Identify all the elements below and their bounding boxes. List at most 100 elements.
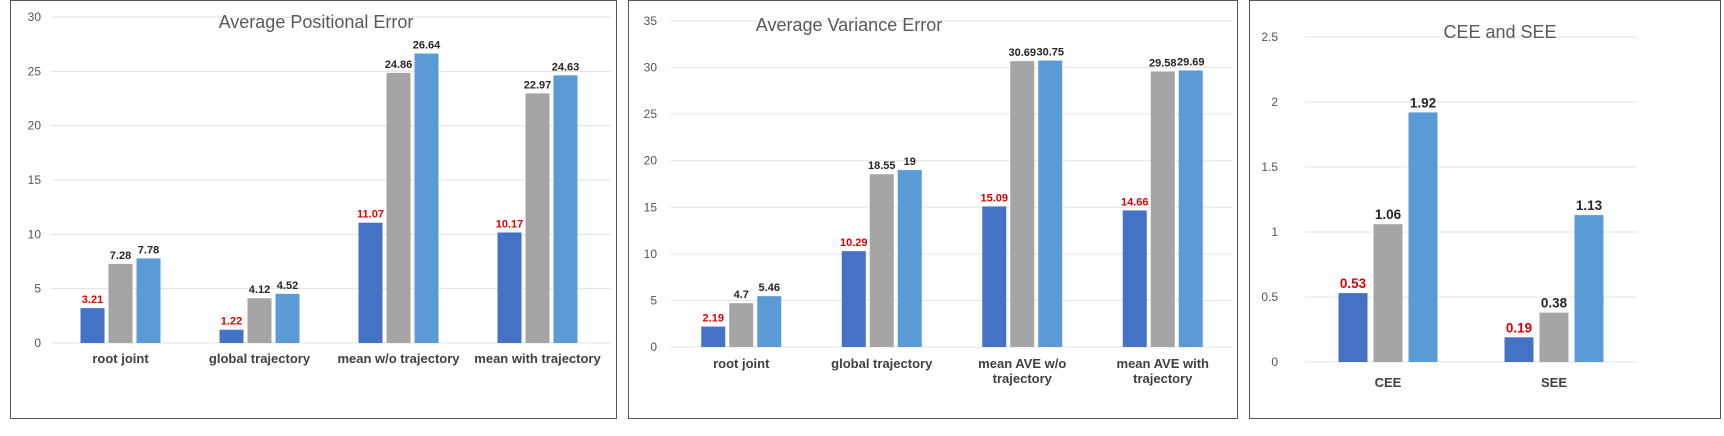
data-label: 4.7 — [734, 289, 749, 301]
y-tick-label: 0 — [1271, 355, 1278, 369]
bar-2 — [1539, 312, 1569, 362]
bar-1 — [497, 232, 522, 343]
data-label: 22.97 — [524, 79, 552, 91]
chart-panel-positional-error: 0 5 10 15 20 25 30 Average Positional Error 3.21… — [10, 0, 617, 419]
data-label: 11.07 — [357, 209, 384, 221]
data-label: 4.52 — [277, 280, 298, 292]
chart-title: Average Positional Error — [219, 12, 414, 32]
y-tick-label: 25 — [28, 64, 42, 78]
data-label: 24.63 — [552, 61, 580, 73]
data-label: 10.29 — [840, 237, 868, 249]
bar-1 — [841, 251, 866, 347]
category-label: mean w/o trajectory — [337, 351, 460, 366]
bar-2 — [386, 72, 411, 343]
category-label: trajectory — [1133, 371, 1193, 386]
bar-3 — [1574, 215, 1604, 362]
category-label: CEE — [1375, 375, 1402, 390]
data-label: 7.78 — [138, 244, 159, 256]
y-tick-label: 30 — [644, 61, 658, 75]
category-label: mean with trajectory — [474, 351, 601, 366]
data-label: 19 — [904, 156, 916, 168]
category-label: global trajectory — [831, 356, 933, 371]
data-label: 1.13 — [1576, 198, 1603, 213]
chart-svg: 0 5 10 15 20 25 30 35 Average Variance Error 2.19… — [644, 14, 1232, 386]
bar-3 — [757, 296, 782, 347]
y-tick-label: 35 — [644, 14, 658, 28]
bar-2 — [247, 298, 272, 343]
bar-2 — [1373, 224, 1403, 362]
bar-2 — [1010, 61, 1035, 348]
chart-panel-variance-error: 0 5 10 15 20 25 30 35 Average Variance Error 2.19… — [628, 0, 1238, 419]
bar-1 — [358, 222, 383, 343]
data-label: 5.46 — [759, 282, 780, 294]
chart-title: Average Variance Error — [756, 15, 942, 35]
bar-3 — [553, 75, 578, 343]
bar-3 — [897, 170, 922, 347]
category-label: SEE — [1541, 375, 1567, 390]
category-label: mean AVE w/o — [978, 356, 1066, 371]
data-label: 24.86 — [385, 59, 413, 71]
data-label: 30.75 — [1036, 47, 1064, 59]
y-tick-label: 10 — [644, 247, 658, 261]
y-tick-label: 15 — [644, 200, 658, 214]
chart-title: CEE and SEE — [1443, 22, 1556, 42]
y-tick-label: 0 — [34, 336, 41, 350]
bar-2 — [1150, 71, 1175, 347]
chart-panel-cee-see: 0 0.5 1 1.5 2 2.5 CEE and SEE 0.53 1.06 1.92 CEE 0.… — [1249, 0, 1721, 419]
y-tick-label: 20 — [28, 119, 42, 133]
bar-1 — [219, 329, 244, 343]
data-label: 14.66 — [1121, 196, 1149, 208]
data-label: 15.09 — [980, 192, 1008, 204]
y-tick-label: 20 — [644, 154, 658, 168]
bar-3 — [275, 293, 300, 343]
data-label: 1.92 — [1410, 95, 1436, 110]
bar-3 — [414, 53, 439, 344]
category-label: mean AVE with — [1117, 356, 1210, 371]
y-tick-label: 1.5 — [1261, 160, 1278, 174]
y-tick-label: 1 — [1271, 225, 1278, 239]
category-label: trajectory — [993, 371, 1053, 386]
data-label: 0.38 — [1541, 296, 1568, 311]
bar-3 — [1408, 112, 1438, 363]
bar-3 — [136, 258, 161, 343]
y-tick-label: 5 — [650, 293, 657, 307]
y-tick-label: 10 — [28, 227, 42, 241]
data-label: 7.28 — [110, 250, 131, 262]
bar-1 — [982, 206, 1007, 347]
data-label: 1.22 — [221, 316, 242, 328]
chart-svg: 0 5 10 15 20 25 30 Average Positional Error 3.21… — [28, 10, 611, 366]
y-tick-label: 2.5 — [1261, 30, 1278, 44]
data-label: 30.69 — [1008, 47, 1036, 59]
data-label: 26.64 — [413, 40, 441, 52]
data-label: 0.53 — [1340, 276, 1367, 291]
bar-2 — [525, 93, 550, 343]
category-label: global trajectory — [209, 351, 311, 366]
bar-1 — [80, 308, 105, 343]
y-tick-label: 0 — [650, 340, 657, 354]
bar-2 — [108, 263, 133, 343]
category-label: root joint — [713, 356, 770, 371]
bar-3 — [1178, 70, 1203, 347]
data-label: 10.17 — [496, 218, 524, 230]
bar-1 — [1122, 210, 1147, 347]
bar-2 — [729, 303, 754, 347]
bar-1 — [701, 326, 726, 347]
data-label: 2.19 — [703, 313, 724, 325]
y-tick-label: 15 — [28, 173, 42, 187]
data-label: 18.55 — [868, 160, 896, 172]
y-tick-label: 0.5 — [1261, 290, 1278, 304]
y-tick-label: 2 — [1271, 95, 1278, 109]
y-tick-label: 5 — [34, 282, 41, 296]
bar-3 — [1038, 60, 1063, 347]
data-label: 0.19 — [1506, 320, 1532, 335]
data-label: 29.69 — [1177, 56, 1205, 68]
data-label: 3.21 — [82, 294, 103, 306]
data-label: 1.06 — [1375, 207, 1402, 222]
chart-svg: 0 0.5 1 1.5 2 2.5 CEE and SEE 0.53 1.06 1.92 CEE 0.… — [1261, 22, 1637, 390]
y-tick-label: 30 — [28, 10, 42, 24]
bar-1 — [1504, 337, 1534, 362]
data-label: 4.12 — [249, 284, 270, 296]
bar-2 — [869, 174, 894, 347]
bar-1 — [1338, 293, 1368, 362]
data-label: 29.58 — [1149, 57, 1177, 69]
